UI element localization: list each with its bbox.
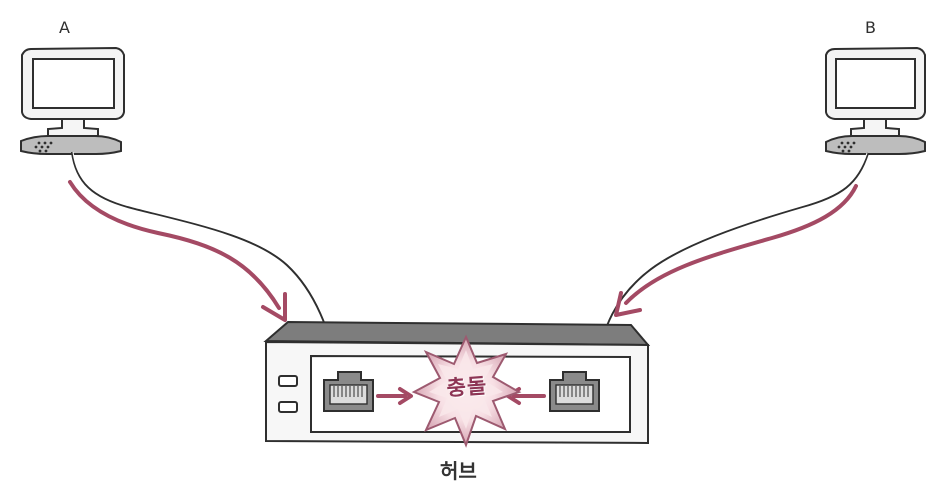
cable-b: [593, 152, 870, 370]
computer-b-label: B: [865, 18, 876, 37]
cable-a-highlight: [72, 151, 341, 372]
traffic-arrow-b: [624, 184, 858, 305]
cable-b-highlight: [593, 152, 868, 369]
computer-a-label: A: [59, 18, 70, 37]
computer-a-icon: [20, 46, 125, 155]
ethernet-port-b-icon: [549, 371, 600, 412]
traffic-arrow-a: [68, 180, 281, 310]
ethernet-port-a-icon: [323, 371, 374, 412]
hub-label: 허브: [440, 459, 477, 483]
computer-b-icon: [825, 46, 926, 155]
arrowhead-a: [261, 292, 287, 322]
hub-indicator-light-bottom: [278, 401, 298, 413]
collision-burst-icon: [411, 334, 522, 448]
cable-a: [70, 151, 341, 373]
hub-indicator-light-top: [278, 375, 298, 387]
arrowhead-b: [614, 291, 642, 317]
hub-arrow-left: [376, 387, 413, 405]
